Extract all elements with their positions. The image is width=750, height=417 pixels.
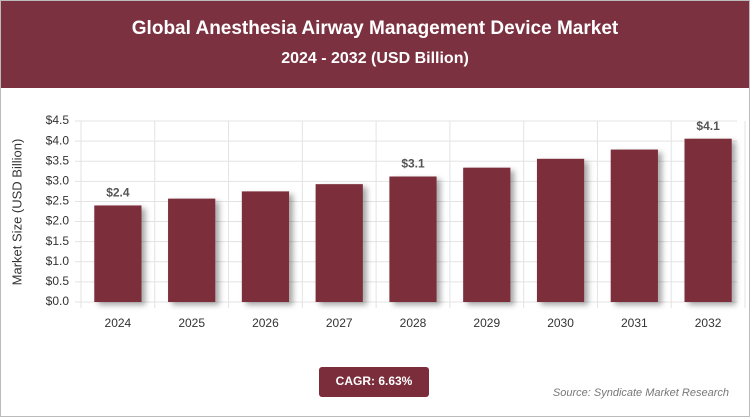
- y-tick-label: $4.5: [46, 113, 70, 127]
- y-tick-label: $2.5: [46, 194, 70, 208]
- x-tick-label: 2031: [621, 316, 648, 330]
- chart-subtitle: 2024 - 2032 (USD Billion): [281, 50, 469, 67]
- y-tick-label: $0.5: [46, 274, 70, 288]
- x-tick-label: 2030: [547, 316, 574, 330]
- bar: [536, 158, 585, 302]
- chart-title: Global Anesthesia Airway Management Devi…: [132, 18, 619, 39]
- y-tick-label: $3.5: [46, 153, 70, 167]
- x-tick-label: 2025: [178, 316, 205, 330]
- bar: [94, 205, 142, 302]
- y-axis-label: Market Size (USD Billion): [9, 139, 24, 286]
- y-tick-label: $1.5: [46, 234, 70, 248]
- bar: [168, 198, 216, 302]
- y-tick-label: $2.0: [46, 214, 70, 228]
- cagr-box: [319, 367, 429, 397]
- bar: [684, 138, 732, 302]
- bar: [389, 176, 437, 302]
- x-tick-label: 2024: [105, 316, 132, 330]
- header-band: [1, 1, 749, 88]
- y-tick-label: $1.0: [46, 254, 70, 268]
- source-text: Source: Syndicate Market Research: [553, 387, 729, 399]
- x-tick-label: 2027: [326, 316, 353, 330]
- x-tick-label: 2026: [252, 316, 279, 330]
- data-label: $2.4: [106, 186, 130, 200]
- y-tick-label: $3.0: [46, 174, 70, 188]
- x-tick-label: 2028: [400, 316, 427, 330]
- bar: [610, 149, 658, 302]
- bar: [315, 184, 363, 302]
- cagr-text: CAGR: 6.63%: [336, 374, 413, 388]
- data-label: $3.1: [401, 157, 425, 171]
- x-tick-label: 2029: [473, 316, 500, 330]
- bar: [463, 167, 511, 302]
- y-tick-label: $0.0: [46, 294, 70, 308]
- x-tick-label: 2032: [695, 316, 722, 330]
- data-label: $4.1: [696, 119, 720, 133]
- y-tick-label: $4.0: [46, 133, 70, 147]
- bar: [241, 191, 290, 302]
